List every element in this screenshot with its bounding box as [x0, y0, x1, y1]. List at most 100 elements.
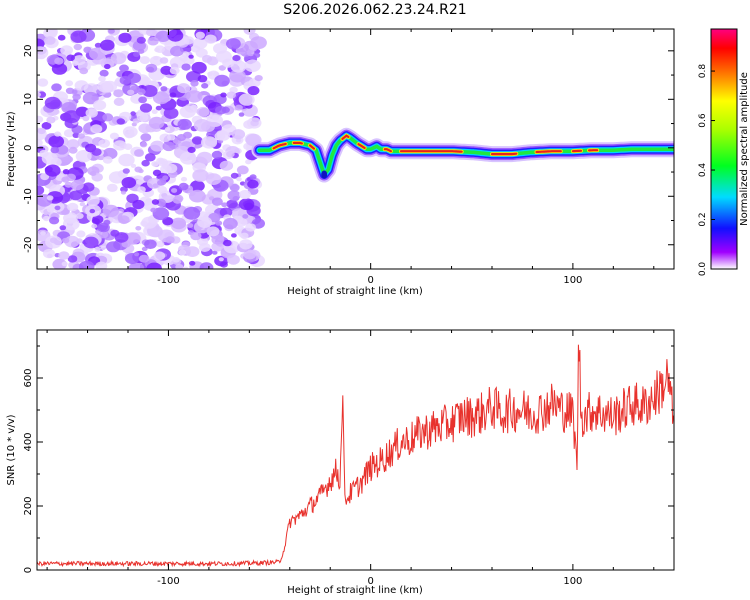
- noise-blob: [121, 240, 131, 248]
- noise-blob: [204, 34, 217, 44]
- noise-blob: [110, 229, 120, 237]
- noise-blob: [61, 176, 70, 183]
- noise-blob: [65, 87, 75, 95]
- noise-blob: [226, 254, 240, 265]
- noise-blob: [147, 36, 159, 46]
- noise-blob: [139, 56, 150, 65]
- noise-blob: [62, 169, 70, 175]
- noise-blob: [192, 169, 209, 182]
- noise-blob: [74, 80, 89, 91]
- noise-blob: [179, 151, 197, 165]
- noise-blob: [118, 32, 132, 43]
- noise-blob: [186, 223, 194, 228]
- noise-blob: [40, 173, 50, 181]
- noise-blob: [120, 190, 127, 195]
- noise-blob: [226, 38, 241, 50]
- noise-blob: [153, 251, 166, 261]
- noise-blob: [239, 189, 251, 200]
- y-tick-label: -20: [23, 237, 34, 253]
- noise-blob: [122, 168, 130, 174]
- noise-blob: [183, 36, 195, 45]
- noise-blob: [221, 202, 228, 208]
- noise-blob: [147, 177, 162, 189]
- snr-panel: -100 0 100 0 200 400 600 Height of straight l…: [6, 329, 675, 596]
- noise-blob: [104, 63, 111, 70]
- noise-blob: [40, 231, 46, 236]
- noise-blob: [212, 115, 220, 121]
- noise-blob: [76, 238, 83, 244]
- noise-blob: [85, 108, 98, 118]
- noise-blob: [249, 174, 257, 180]
- noise-blob: [134, 166, 143, 173]
- noise-blob: [229, 69, 246, 83]
- noise-blob: [162, 141, 176, 152]
- noise-blob: [46, 195, 54, 201]
- noise-blob: [44, 166, 53, 173]
- noise-blob: [152, 91, 170, 105]
- trace-hotspot: [292, 141, 303, 145]
- noise-blob: [179, 105, 196, 119]
- noise-blob: [113, 97, 125, 107]
- colorbar-tick-label: 0.0: [698, 262, 708, 277]
- noise-blob: [121, 177, 137, 189]
- noise-blob: [183, 206, 201, 220]
- noise-blob: [89, 208, 96, 214]
- noise-blob: [72, 93, 81, 101]
- snr-series-line: [37, 344, 674, 568]
- noise-blob: [167, 29, 184, 42]
- snr-x-label: Height of straight line (km): [287, 585, 423, 596]
- noise-blob: [79, 67, 89, 75]
- colorbar-tick-label: 0.8: [698, 64, 708, 79]
- x-tick-label: 0: [367, 275, 373, 286]
- trace-hotspot: [341, 134, 350, 140]
- y-tick-label: 0: [23, 145, 34, 151]
- noise-blob: [70, 180, 84, 191]
- colorbar-ticks: 0.0 0.2 0.4 0.6 0.8: [698, 64, 715, 277]
- noise-blob: [128, 262, 145, 269]
- noise-blob: [76, 230, 86, 238]
- noise-blob: [155, 105, 162, 111]
- noise-blob: [152, 207, 170, 221]
- trace-hotspot: [308, 144, 316, 150]
- noise-blob: [238, 112, 245, 117]
- noise-blob: [124, 130, 135, 139]
- noise-blob: [79, 202, 86, 207]
- colorbar: 0.0 0.2 0.4 0.6 0.8 Normalized spectral ampl…: [698, 28, 750, 277]
- noise-blob: [60, 156, 67, 163]
- noise-blob: [191, 136, 203, 145]
- noise-blob: [137, 88, 146, 95]
- noise-blob: [149, 80, 158, 87]
- noise-blob: [119, 64, 129, 73]
- noise-blob: [230, 172, 239, 179]
- noise-blob: [102, 204, 119, 218]
- noise-blob: [72, 55, 86, 66]
- noise-blob: [42, 248, 56, 259]
- noise-blob: [220, 92, 227, 98]
- chart-title: S206.2026.062.23.24.R21: [283, 2, 467, 18]
- noise-blob: [55, 145, 69, 155]
- noise-blob: [219, 160, 234, 171]
- noise-blob: [218, 65, 226, 71]
- noise-blob: [66, 139, 80, 150]
- noise-blob: [240, 232, 249, 239]
- noise-blob: [73, 43, 83, 51]
- noise-blob: [72, 132, 80, 138]
- noise-blob: [48, 135, 65, 148]
- noise-blob: [195, 31, 205, 39]
- noise-blob: [44, 96, 61, 110]
- snr-y-label: SNR (10 * v/v): [6, 414, 17, 485]
- noise-blob: [139, 103, 153, 113]
- y-tick-label: 200: [23, 496, 34, 515]
- noise-blob: [39, 149, 49, 158]
- noise-blob: [199, 262, 214, 269]
- noise-blob: [118, 215, 130, 225]
- noise-blob: [100, 39, 115, 51]
- noise-blob: [236, 165, 249, 175]
- spectrogram-noise-region: [37, 29, 267, 269]
- noise-blob: [123, 143, 133, 150]
- noise-blob: [246, 117, 262, 129]
- noise-blob: [171, 217, 187, 230]
- noise-blob: [136, 179, 144, 185]
- y-tick-label: 10: [23, 93, 34, 106]
